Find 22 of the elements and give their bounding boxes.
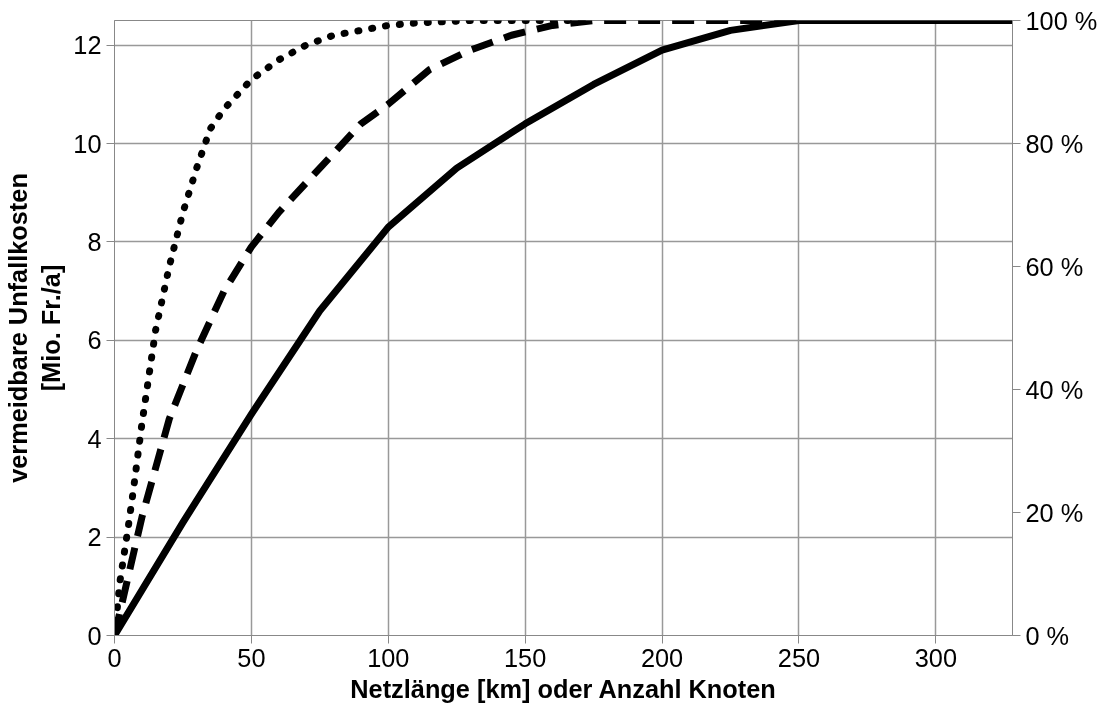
y-tick-label: 6 <box>87 326 102 355</box>
x-tick-label: 50 <box>237 643 266 672</box>
y-tick-label: 10 <box>73 129 102 158</box>
y2-tick-label: 60 % <box>1025 252 1084 281</box>
y2-tick-label: 80 % <box>1025 129 1084 158</box>
x-tick-label: 250 <box>777 643 821 672</box>
x-axis-title: Netzlänge [km] oder Anzahl Knoten <box>350 674 776 703</box>
y-tick-label: 2 <box>87 523 102 552</box>
x-tick-label: 0 <box>107 643 122 672</box>
x-tick-label: 300 <box>914 643 957 672</box>
y2-tick-label: 40 % <box>1025 375 1084 404</box>
y2-tick-label: 0 % <box>1025 621 1070 650</box>
y-tick-label: 12 <box>73 31 102 60</box>
y-axis-title: vermeidbare Unfallkosten [Mio. Fr./a] <box>3 173 66 483</box>
y2-tick-label: 100 % <box>1025 6 1098 35</box>
y-tick-label: 8 <box>87 227 102 256</box>
x-tick-label: 150 <box>504 643 547 672</box>
y-tick-label: 0 <box>87 621 102 650</box>
x-tick-label: 200 <box>640 643 684 672</box>
y2-tick-label: 20 % <box>1025 498 1084 527</box>
x-tick-label: 100 <box>367 643 410 672</box>
y-tick-label: 4 <box>87 424 102 453</box>
